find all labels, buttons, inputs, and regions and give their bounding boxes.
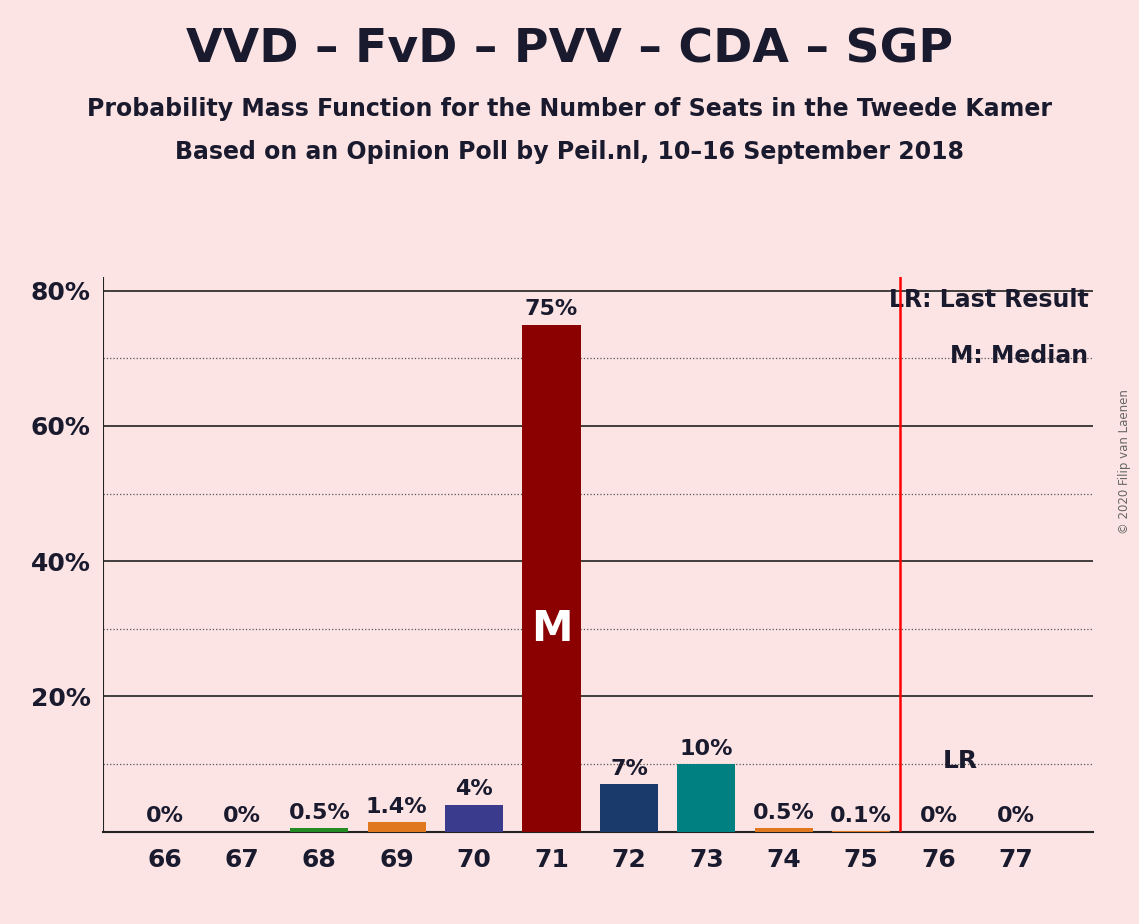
Text: 1.4%: 1.4% — [366, 796, 427, 817]
Text: 0%: 0% — [997, 807, 1035, 826]
Text: LR: Last Result: LR: Last Result — [888, 288, 1089, 312]
Text: 0.1%: 0.1% — [830, 806, 892, 825]
Text: M: Median: M: Median — [950, 344, 1089, 368]
Text: 4%: 4% — [456, 779, 493, 799]
Text: 0%: 0% — [223, 807, 261, 826]
Bar — [600, 784, 658, 832]
Text: 0%: 0% — [146, 807, 183, 826]
Text: 0%: 0% — [919, 807, 958, 826]
Text: LR: LR — [942, 748, 977, 772]
Text: 0.5%: 0.5% — [753, 803, 814, 822]
Text: © 2020 Filip van Laenen: © 2020 Filip van Laenen — [1118, 390, 1131, 534]
Text: 10%: 10% — [680, 738, 734, 759]
Bar — [523, 324, 581, 832]
Bar — [445, 805, 503, 832]
Text: 75%: 75% — [525, 299, 579, 319]
Bar — [678, 764, 736, 832]
Text: Based on an Opinion Poll by Peil.nl, 10–16 September 2018: Based on an Opinion Poll by Peil.nl, 10–… — [175, 140, 964, 164]
Text: 0.5%: 0.5% — [288, 803, 350, 822]
Text: VVD – FvD – PVV – CDA – SGP: VVD – FvD – PVV – CDA – SGP — [186, 28, 953, 73]
Text: M: M — [531, 608, 572, 650]
Text: 7%: 7% — [611, 759, 648, 779]
Text: Probability Mass Function for the Number of Seats in the Tweede Kamer: Probability Mass Function for the Number… — [87, 97, 1052, 121]
Bar — [755, 828, 813, 832]
Bar — [290, 828, 349, 832]
Bar — [368, 822, 426, 832]
